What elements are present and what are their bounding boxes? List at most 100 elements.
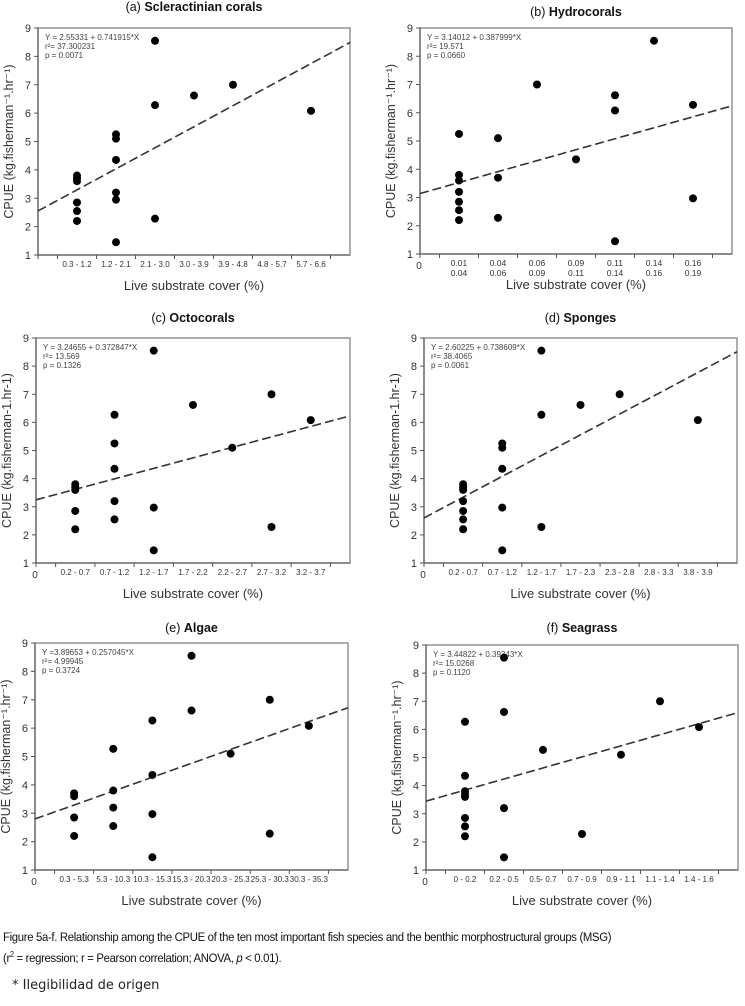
y-tick-label: 9 <box>25 23 31 35</box>
plot-frame <box>34 642 349 871</box>
x-tick-label: 0.11 <box>568 268 584 278</box>
y-tick-label: 9 <box>411 333 417 345</box>
panel-title: (a) Scleractinian corals <box>126 0 263 14</box>
x-tick-label: 0.2 - 0.7 <box>448 568 478 577</box>
data-point <box>73 177 81 186</box>
x-tick-label: 2.2 - 2.7 <box>218 568 248 577</box>
y-tick-label: 9 <box>23 333 29 345</box>
regression-equation-line: p = 0.0061 <box>431 361 470 370</box>
data-point <box>459 506 468 515</box>
figure-caption: Figure 5a-f. Relationship among the CPUE… <box>3 929 693 967</box>
caption-text: < 0.01). <box>242 951 282 966</box>
caption-text: (r <box>3 951 10 966</box>
data-point <box>148 810 157 819</box>
data-point <box>70 792 79 801</box>
y-tick-label: 7 <box>22 695 28 707</box>
x-tick-label: 4.8 - 5.7 <box>257 260 287 269</box>
data-point <box>187 706 196 715</box>
panel-title-name: Hydrocorals <box>549 5 622 19</box>
data-point <box>455 187 463 196</box>
y-tick-label: 8 <box>413 668 419 680</box>
panel-title-name: Scleractinian corals <box>144 0 262 14</box>
x-tick-label: 1.2 - 1.7 <box>139 568 169 577</box>
regression-line <box>37 41 351 212</box>
panel-title-letter: (c) <box>151 311 169 325</box>
data-point <box>109 803 118 812</box>
y-axis-label: CPUE (kg.fisherman-1.hr-1) <box>388 373 402 528</box>
y-tick-label: 2 <box>22 837 28 849</box>
x-tick-label: 2.7 - 3.2 <box>257 568 287 577</box>
data-point <box>617 750 625 759</box>
data-point <box>265 829 274 838</box>
x-tick-label: 0.06 <box>490 268 507 278</box>
regression-line <box>34 706 349 820</box>
data-point <box>265 695 274 704</box>
data-point <box>70 831 79 840</box>
regression-equation-line: r²= 38.4065 <box>431 352 473 361</box>
regression-equation-line: Y = 3.44822 + 0.39343*X <box>433 650 523 659</box>
y-tick-label: 3 <box>411 502 417 514</box>
panel-title-name: Algae <box>184 621 218 635</box>
data-point <box>148 770 157 779</box>
y-tick-label: 6 <box>22 723 28 735</box>
data-point <box>615 390 624 399</box>
y-tick-label: 1 <box>23 558 29 570</box>
x-tick-label: 1.7 - 2.3 <box>566 568 596 577</box>
data-point <box>537 523 546 531</box>
data-point <box>112 155 120 164</box>
y-tick-label: 2 <box>25 222 31 234</box>
data-point <box>611 91 619 100</box>
data-point <box>267 390 276 399</box>
x-tick-label: 3.9 - 4.8 <box>218 260 248 269</box>
y-axis-label: CPUE (kg.fisherman⁻¹.hr⁻¹) <box>2 64 16 218</box>
y-tick-label: 2 <box>411 530 417 542</box>
data-point <box>73 198 81 207</box>
y-axis-label: CPUE (kg.fisherman⁻¹.hr⁻¹) <box>384 64 398 218</box>
x-tick-label: 30.3 - 35.3 <box>290 875 329 884</box>
regression-equation-line: p = 0.3724 <box>42 666 81 675</box>
regression-line <box>423 351 738 519</box>
footnote: * Ilegibilidad de origen <box>12 978 160 993</box>
x-tick-label: 0.04 <box>490 258 507 268</box>
data-point <box>537 346 546 355</box>
data-point <box>112 188 120 197</box>
data-point <box>498 546 507 555</box>
regression-line <box>35 415 351 501</box>
data-point <box>461 771 469 780</box>
regression-equation-line: p = 0.0660 <box>427 51 466 60</box>
regression-equation-line: Y = 3.14012 + 0.387999*X <box>427 33 522 42</box>
x-tick-label: 1.1 - 1.4 <box>645 875 675 884</box>
y-tick-label: 8 <box>411 361 417 373</box>
x-tick-label: 0.11 <box>607 258 623 268</box>
data-point <box>112 195 120 204</box>
panel-title-letter: (f) <box>547 621 562 635</box>
panel-e: (e) Algae 1 2 3 4 5 6 7 8 9 0 0.3 - 5.3 5.3 - 10.3 10… <box>0 621 349 908</box>
data-point <box>71 506 80 515</box>
regression-equation-line: r²= 19.571 <box>427 42 464 51</box>
data-point <box>533 80 541 89</box>
x-tick-label: 0.7 - 1.2 <box>100 568 130 577</box>
y-tick-label: 8 <box>25 51 31 63</box>
x-axis-label: Live substrate cover (%) <box>512 893 652 908</box>
y-tick-label: 5 <box>23 446 29 458</box>
regression-equation-line: Y = 2.60225 + 0.738609*X <box>431 343 526 352</box>
y-tick-label: 5 <box>22 752 28 764</box>
data-point <box>461 822 469 831</box>
plot-frame <box>419 27 733 255</box>
data-point <box>611 237 619 246</box>
panel-f: (f) Seagrass 1 2 3 4 5 6 7 8 9 0 0 - 0.2 0.2 - 0.5 0.… <box>390 621 739 908</box>
caption-text: = regression; r = Pearson correlation; A… <box>13 951 237 966</box>
data-point <box>149 346 158 355</box>
x-tick-label: 0.01 <box>451 258 468 268</box>
regression-equation-line: p = 0.0071 <box>45 51 84 60</box>
y-tick-label: 3 <box>413 809 419 821</box>
x-tick-label: 1.2 - 2.1 <box>101 260 131 269</box>
x-tick-label: 0.5- 0.7 <box>529 875 557 884</box>
x-tick-label: 10.3 - 15.3 <box>133 875 172 884</box>
y-tick-label: 2 <box>413 837 419 849</box>
regression-equation-line: Y = 2.55331 + 0.741915*X <box>45 33 140 42</box>
data-point <box>455 197 463 206</box>
y-tick-label: 1 <box>407 249 413 261</box>
data-point <box>228 443 237 452</box>
